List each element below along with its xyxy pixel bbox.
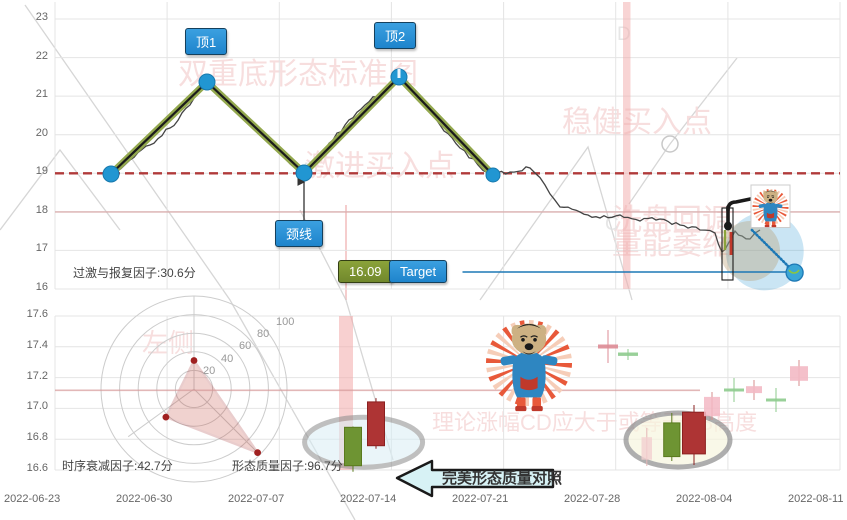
svg-text:80: 80 — [257, 328, 269, 340]
svg-text:100: 100 — [276, 316, 294, 328]
svg-text:60: 60 — [239, 340, 251, 352]
svg-text:左侧: 左侧 — [142, 328, 194, 358]
svg-text:完美形态质量对照: 完美形态质量对照 — [442, 469, 562, 487]
svg-text:20: 20 — [203, 365, 215, 377]
svg-text:激进买入点: 激进买入点 — [305, 150, 455, 183]
svg-text:稳健买入点: 稳健买入点 — [562, 106, 712, 139]
svg-text:40: 40 — [221, 353, 233, 365]
